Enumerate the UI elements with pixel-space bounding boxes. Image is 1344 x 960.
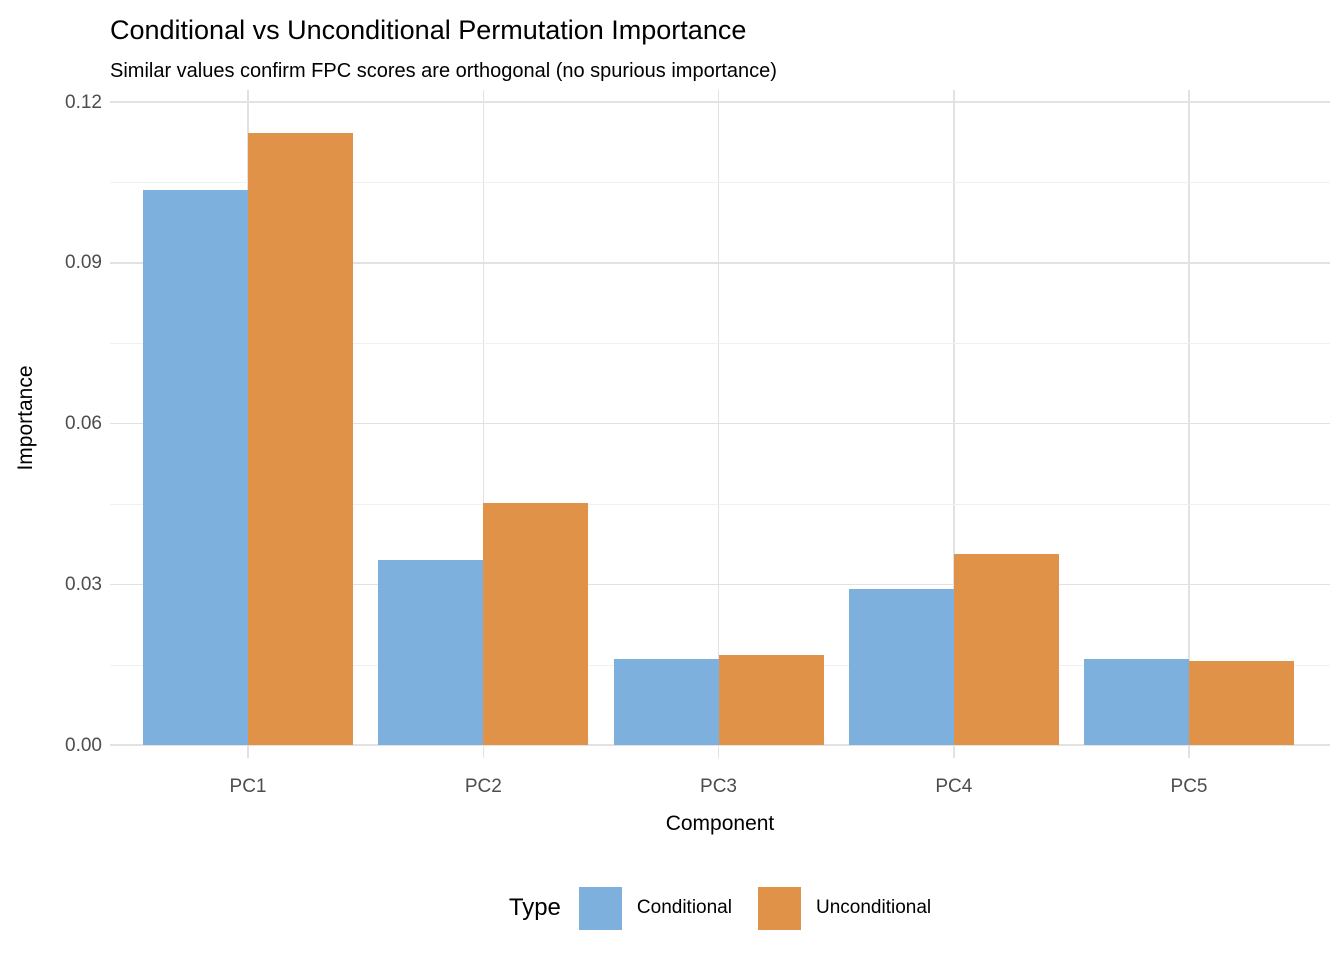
legend-title: Type — [508, 894, 561, 921]
legend-label-conditional: Conditional — [636, 897, 732, 918]
legend: Type Conditional Unconditional — [110, 880, 1330, 936]
plot-panel — [110, 90, 1330, 758]
y-tick-label-0.06: 0.06 — [65, 413, 102, 434]
bar-pc5-unconditional — [1189, 660, 1294, 745]
y-tick-label-0.09: 0.09 — [65, 252, 102, 274]
x-axis-title: Component — [665, 812, 775, 835]
legend-items: Conditional Unconditional — [578, 886, 932, 930]
legend-item-unconditional: Unconditional — [757, 886, 932, 930]
y-tick-label-0.12: 0.12 — [65, 91, 102, 113]
x-tick-label-pc1: PC1 — [229, 776, 267, 797]
gridline-major — [110, 101, 1330, 103]
legend-swatch-unconditional — [757, 886, 801, 930]
bar-pc3-conditional — [613, 659, 719, 745]
bar-pc4-unconditional — [953, 553, 1059, 745]
gridline-major — [110, 422, 1330, 425]
legend-label-unconditional: Unconditional — [815, 897, 932, 918]
y-tick-label-0.00: 0.00 — [65, 734, 102, 756]
legend-item-conditional: Conditional — [578, 886, 732, 930]
x-tick-label-pc3: PC3 — [700, 776, 737, 797]
y-tick-label-0.03: 0.03 — [65, 573, 102, 595]
gridline-minor — [110, 182, 1330, 184]
chart-title: Conditional vs Unconditional Permutation… — [110, 15, 747, 45]
chart-subtitle: Similar values confirm FPC scores are or… — [110, 60, 777, 82]
bar-pc4-conditional — [848, 588, 954, 745]
bar-pc1-conditional — [143, 190, 248, 745]
gridline-major — [110, 583, 1330, 585]
bar-pc5-conditional — [1084, 659, 1189, 745]
x-tick-label-pc5: PC5 — [1170, 776, 1208, 797]
gridline-minor — [110, 343, 1330, 345]
bar-pc1-unconditional — [248, 132, 353, 745]
bar-pc2-unconditional — [483, 503, 589, 745]
x-tick-label-pc4: PC4 — [935, 776, 973, 797]
bar-pc3-unconditional — [718, 654, 824, 745]
gridline-major — [110, 744, 1330, 746]
bar-pc2-conditional — [378, 560, 484, 745]
gridline-minor — [110, 503, 1330, 505]
x-tick-label-pc2: PC2 — [464, 776, 502, 797]
legend-swatch-conditional — [578, 886, 622, 930]
gridline-major — [110, 262, 1330, 264]
